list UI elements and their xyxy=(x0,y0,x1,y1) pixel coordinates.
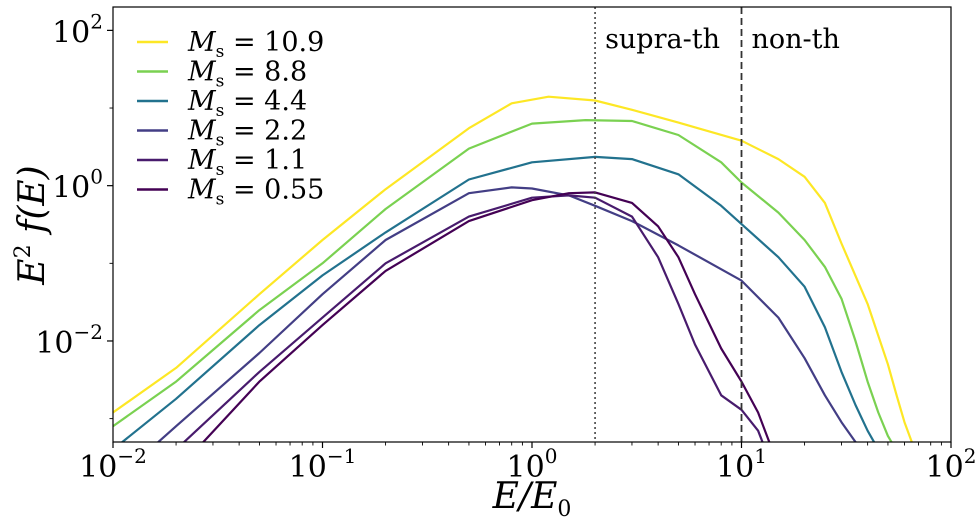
series-line-6 xyxy=(201,191,771,442)
legend-label-2: Ms = 8.8 xyxy=(187,57,307,92)
series-line-5 xyxy=(182,194,764,442)
legend-label-4: Ms = 2.2 xyxy=(187,116,307,151)
legend-label-1: Ms = 10.9 xyxy=(187,27,324,62)
non-thermal-label: non-th xyxy=(752,24,840,55)
series-lines xyxy=(113,95,913,442)
series-line-3 xyxy=(120,155,876,442)
x-tick-label: 102 xyxy=(926,444,977,485)
x-tick-label: 101 xyxy=(716,444,767,485)
x-tick-label: 100 xyxy=(507,444,558,485)
x-axis-label: E/E0 xyxy=(492,476,572,522)
x-tick-label: 10−1 xyxy=(289,444,357,485)
axis-ticks: 10−2 10−1 100 101 102 10−2 100 102 xyxy=(35,9,976,485)
series-line-2 xyxy=(113,119,893,442)
x-tick-label: 10−2 xyxy=(79,444,147,485)
y-tick-label: 100 xyxy=(52,165,103,206)
y-tick-label: 102 xyxy=(52,9,103,50)
supra-thermal-label: supra-th xyxy=(605,24,720,55)
legend-label-3: Ms = 4.4 xyxy=(187,86,307,121)
y-axis-label: E2 f(E) xyxy=(11,165,53,285)
legend-label-5: Ms = 1.1 xyxy=(187,145,307,180)
vertical-markers: supra-th non-th xyxy=(594,7,840,442)
legend-label-6: Ms = 0.55 xyxy=(187,175,324,210)
series-line-1 xyxy=(113,95,913,442)
y-tick-label: 10−2 xyxy=(35,320,103,361)
series-line-4 xyxy=(156,186,858,442)
legend: Ms = 10.9Ms = 8.8Ms = 4.4Ms = 2.2Ms = 1.… xyxy=(137,27,324,210)
